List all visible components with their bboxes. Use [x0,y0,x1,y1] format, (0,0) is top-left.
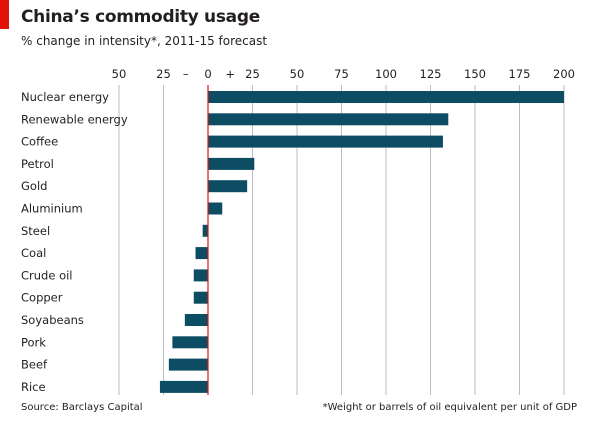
bar [208,135,443,148]
x-tick-label: 25 [245,67,260,81]
x-tick-label: 175 [509,67,531,81]
x-tick-label: 150 [464,67,486,81]
x-tick-label: 100 [375,67,397,81]
category-label: Coal [21,246,46,260]
bar [202,224,208,237]
category-label: Rice [21,380,46,394]
x-tick-label: 25 [156,67,171,81]
source-note: Source: Barclays Capital [21,402,143,413]
bar [159,380,208,393]
bar [193,269,208,282]
x-tick-label: 75 [334,67,349,81]
x-tick-label: 125 [420,67,442,81]
bar [193,291,208,304]
bar [168,358,208,371]
x-tick-label: 50 [290,67,305,81]
x-sign-positive: + [225,67,235,81]
footnote: *Weight or barrels of oil equivalent per… [322,402,577,413]
category-label: Coffee [21,135,58,149]
chart-title: China’s commodity usage [21,7,260,27]
bar [208,202,223,215]
x-tick-label: 50 [112,67,127,81]
brand-accent-bar [0,0,9,29]
category-label: Copper [21,291,63,305]
category-label: Renewable energy [21,112,128,126]
category-label: Gold [21,179,47,193]
bar [208,180,248,193]
bar [208,157,255,170]
category-label: Pork [21,335,46,349]
category-label: Petrol [21,157,54,171]
chart-subtitle: % change in intensity*, 2011-15 forecast [21,34,268,48]
x-sign-negative: – [183,67,189,81]
category-label: Aluminium [21,202,83,216]
category-label: Steel [21,224,50,238]
category-label: Soyabeans [21,313,84,327]
x-tick-label: 0 [204,67,211,81]
bar [208,113,449,126]
bar [184,314,208,326]
category-label: Beef [21,358,48,372]
category-label: Crude oil [21,268,73,282]
bar [208,91,564,103]
bar [172,336,208,349]
bar [195,247,208,260]
category-label: Nuclear energy [21,90,109,104]
x-tick-label: 200 [553,67,575,81]
